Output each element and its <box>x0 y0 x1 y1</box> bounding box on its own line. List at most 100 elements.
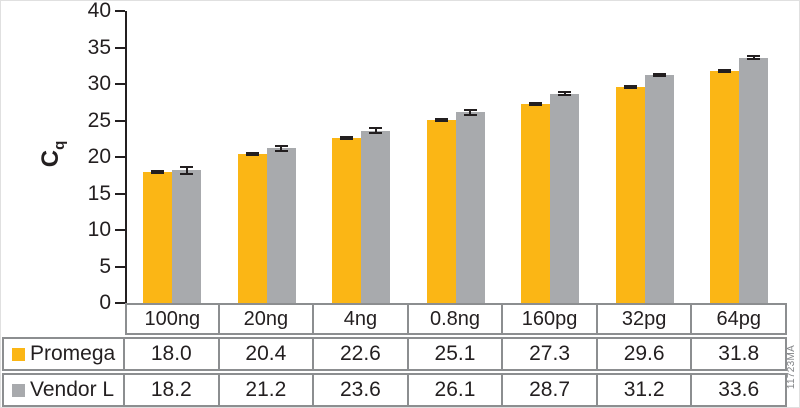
y-tick-label: 30 <box>87 72 111 95</box>
y-tick-mark <box>115 192 125 195</box>
legend-label: Vendor L <box>30 378 115 401</box>
y-tick-label: 15 <box>87 181 111 205</box>
error-bar <box>274 144 288 152</box>
error-bar-cap-top <box>652 73 666 76</box>
y-tick-mark <box>115 83 125 85</box>
value-cell: 31.8 <box>692 337 787 371</box>
error-bar-cap-bottom <box>718 70 732 73</box>
error-bar-cap-top <box>463 109 477 112</box>
bar-vendor-l-4ng <box>361 130 391 303</box>
bar-promega-64pg <box>710 70 740 303</box>
y-tick-label: 20 <box>87 145 111 168</box>
y-tick-mark <box>115 46 125 49</box>
category-header-row: 100ng 20ng 4ng 0.8ng 160pg 32pg 64pg <box>2 303 787 335</box>
bar-promega-160pg <box>521 103 551 303</box>
error-bar-cap-top <box>529 101 543 104</box>
error-bar-cap-bottom <box>151 171 164 174</box>
error-bar-line <box>469 109 472 116</box>
error-bar-cap-bottom <box>747 58 761 61</box>
error-bar-cap-bottom <box>340 138 354 141</box>
value-cell: 29.6 <box>597 337 693 371</box>
bar-promega-32pg <box>615 86 645 303</box>
y-tick-label: 35 <box>87 35 111 59</box>
bar-vendor-l-0.8ng <box>455 112 485 303</box>
value-cell: 21.2 <box>219 373 315 407</box>
y-tick-mark <box>115 302 125 304</box>
y-tick-label: 40 <box>87 0 111 22</box>
error-bar <box>652 73 666 78</box>
y-axis-line <box>125 11 127 305</box>
category-cell-160pg: 160pg <box>503 303 598 335</box>
error-bar-line <box>658 73 661 78</box>
legend-cell-promega: Promega <box>2 337 125 371</box>
category-cell-32pg: 32pg <box>597 303 693 335</box>
error-bar-line <box>563 90 566 97</box>
plot-area <box>125 11 787 303</box>
y-tick-mark <box>115 229 125 231</box>
error-bar-cap-bottom <box>434 119 448 122</box>
y-tick-mark <box>115 119 125 122</box>
value-cell: 18.2 <box>125 373 220 407</box>
category-row-spacer <box>2 303 125 335</box>
y-tick-label: 10 <box>87 218 111 241</box>
watermark-text: 11723MA <box>786 344 797 390</box>
value-cell: 31.2 <box>597 373 693 407</box>
error-bar-cap-top <box>245 152 259 155</box>
category-cell-20ng: 20ng <box>219 303 315 335</box>
error-bar <box>340 136 354 141</box>
value-cell: 22.6 <box>314 337 409 371</box>
error-bar-cap-bottom <box>180 172 193 175</box>
bar-vendor-l-20ng <box>266 148 296 303</box>
error-bar-line <box>280 144 283 152</box>
error-bar-cap-top <box>151 169 164 172</box>
error-bar <box>747 55 761 61</box>
error-bar-cap-bottom <box>529 103 543 106</box>
legend-cell-vendor-l: Vendor L <box>2 373 125 407</box>
legend-swatch-promega <box>12 347 25 361</box>
error-bar-cap-top <box>434 117 448 120</box>
table-row-vendor-l: Vendor L 18.2 21.2 23.6 26.1 28.7 31.2 33.6 <box>2 373 787 407</box>
legend-swatch-vendor-l <box>12 383 25 397</box>
y-tick-label: 0 <box>99 291 111 314</box>
legend-label: Promega <box>30 342 116 365</box>
value-cell: 26.1 <box>408 373 504 407</box>
y-tick-mark <box>115 265 125 268</box>
error-bar-line <box>185 165 188 175</box>
error-bar-cap-bottom <box>274 149 288 152</box>
error-bar-cap-top <box>274 144 288 147</box>
error-bar <box>151 169 164 174</box>
y-tick-mark <box>115 156 125 158</box>
bar-promega-0.8ng <box>426 119 456 303</box>
error-bar <box>245 152 259 157</box>
category-cell-0.8ng: 0.8ng <box>408 303 504 335</box>
category-cell-4ng: 4ng <box>314 303 409 335</box>
bar-vendor-l-32pg <box>644 75 674 303</box>
bar-vendor-l-160pg <box>550 93 580 303</box>
error-bar-cap-bottom <box>463 113 477 116</box>
error-bar-line <box>752 55 755 61</box>
error-bar <box>434 117 448 122</box>
error-bar-cap-top <box>180 165 193 168</box>
value-cell: 25.1 <box>408 337 504 371</box>
value-cell: 33.6 <box>692 373 787 407</box>
value-cell: 18.0 <box>125 337 220 371</box>
error-bar-cap-bottom <box>245 154 259 157</box>
bar-promega-20ng <box>237 154 267 303</box>
error-bar <box>463 109 477 116</box>
y-tick-label: 5 <box>99 254 111 278</box>
table-row-promega: Promega 18.0 20.4 22.6 25.1 27.3 29.6 31.8 <box>2 337 787 371</box>
value-cell: 23.6 <box>314 373 409 407</box>
error-bar <box>623 84 637 89</box>
error-bar-cap-top <box>718 68 732 71</box>
error-bar-cap-bottom <box>623 86 637 89</box>
error-bar-cap-top <box>340 136 354 139</box>
error-bar-cap-top <box>623 84 637 87</box>
value-cell: 20.4 <box>219 337 315 371</box>
y-tick-mark <box>115 10 125 12</box>
category-cell-100ng: 100ng <box>125 303 220 335</box>
value-cell: 28.7 <box>503 373 598 407</box>
error-bar-cap-bottom <box>369 132 383 135</box>
error-bar-line <box>374 127 377 135</box>
category-cell-64pg: 64pg <box>692 303 787 335</box>
error-bar-cap-bottom <box>652 75 666 78</box>
